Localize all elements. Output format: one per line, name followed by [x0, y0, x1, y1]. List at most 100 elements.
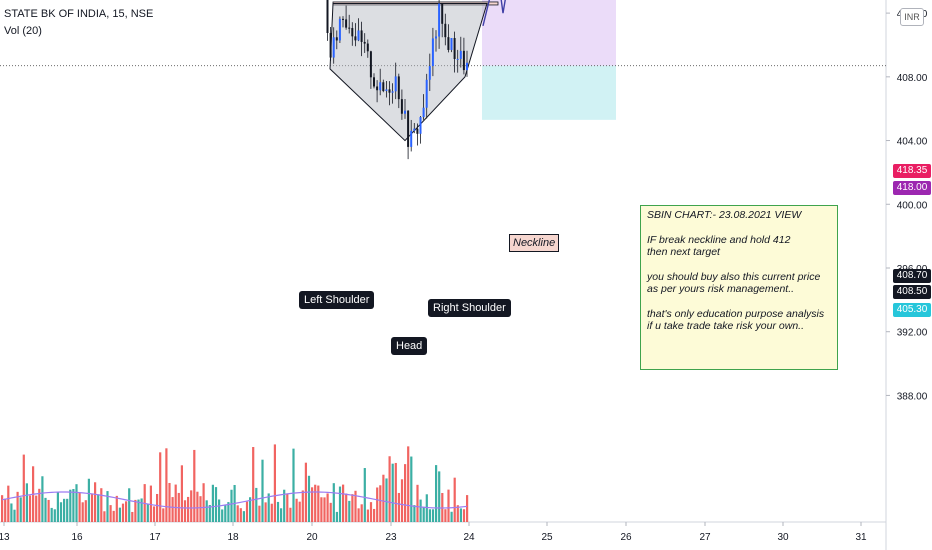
volume-bar: [13, 509, 16, 522]
candle-body: [444, 23, 447, 38]
volume-bar: [425, 494, 428, 522]
volume-bar: [50, 507, 53, 522]
volume-bar: [168, 482, 171, 522]
candle-body: [363, 41, 366, 44]
note-line: as per yours risk management..: [647, 283, 795, 295]
volume-bar: [273, 444, 276, 522]
volume-bar: [156, 493, 159, 522]
volume-bar: [459, 508, 462, 522]
price-label: 405.30: [893, 303, 931, 317]
volume-ma-line: [1, 491, 468, 509]
volume-bar: [270, 503, 273, 522]
volume-bar: [385, 478, 388, 522]
candle-body: [326, 0, 329, 33]
volume-bar: [196, 491, 199, 522]
currency-icon[interactable]: INR: [900, 8, 924, 26]
volume-bar: [456, 505, 459, 522]
volume-bar: [131, 511, 134, 522]
volume-bar: [320, 497, 323, 522]
volume-bar: [162, 508, 165, 522]
volume-bar: [171, 497, 174, 522]
candle-body: [441, 3, 444, 24]
volume-bar: [25, 483, 28, 522]
neckline-label: Neckline: [509, 234, 560, 252]
volume-bar: [391, 463, 394, 522]
x-tick-label: 20: [306, 532, 318, 543]
volume-bar: [41, 476, 44, 522]
volume-bar: [4, 498, 7, 522]
candle-body: [459, 50, 462, 59]
candle-body: [360, 30, 363, 42]
volume-bar: [134, 499, 137, 522]
note-line: IF break neckline and hold 412: [647, 233, 791, 246]
volume-bar: [66, 498, 69, 522]
volume-bar: [224, 504, 227, 522]
volume-bar: [413, 505, 416, 522]
volume-bar: [227, 502, 230, 522]
volume-bar: [72, 489, 75, 522]
volume-bar: [140, 498, 143, 522]
volume-bar: [174, 484, 177, 522]
candle-body: [373, 77, 375, 87]
volume-bar: [81, 502, 84, 522]
volume-bar: [205, 500, 208, 522]
analysis-note: SBIN CHART:- 23.08.2021 VIEW IF break ne…: [640, 205, 838, 370]
volume-bar: [345, 493, 348, 522]
candle-body: [332, 37, 335, 58]
candle-body: [329, 32, 332, 58]
volume-bar: [311, 487, 314, 522]
volume-bar: [239, 508, 242, 522]
target-zone: [482, 0, 616, 66]
price-label: 408.70: [893, 269, 931, 283]
candle-body: [410, 130, 413, 147]
volume-bar: [286, 493, 289, 522]
candle-body: [416, 128, 419, 134]
volume-bar: [447, 489, 450, 522]
candle-body: [447, 37, 450, 50]
volume-bar: [214, 487, 218, 522]
candle-body: [422, 107, 425, 118]
volume-bar: [19, 497, 22, 522]
candle-body: [462, 50, 465, 71]
volume-bar: [112, 510, 115, 522]
volume-bar: [106, 491, 109, 522]
volume-bars: [1, 444, 469, 522]
volume-bar: [128, 488, 131, 522]
volume-bar: [382, 474, 385, 522]
candle-body: [351, 28, 354, 37]
volume-bar: [56, 491, 59, 522]
volume-bar: [438, 471, 441, 522]
volume-bar: [202, 483, 205, 522]
volume-bar: [115, 495, 118, 522]
volume-bar: [332, 483, 335, 522]
volume-bar: [366, 509, 369, 522]
note-line: then next target: [647, 246, 720, 258]
volume-indicator-label[interactable]: Vol (20): [4, 25, 42, 37]
candle-body: [466, 62, 468, 71]
candle-body: [348, 27, 351, 29]
volume-bar: [84, 500, 87, 522]
volume-bar: [165, 448, 168, 522]
volume-bar: [404, 464, 407, 522]
note-line: you should buy also this current price: [647, 270, 821, 283]
x-tick-label: 26: [620, 532, 632, 543]
volume-bar: [295, 498, 298, 522]
candle-body: [394, 76, 397, 92]
volume-bar: [53, 509, 56, 522]
left-shoulder-label: Left Shoulder: [299, 291, 375, 309]
volume-bar: [379, 485, 382, 522]
symbol-title[interactable]: STATE BK OF INDIA, 15, NSE: [4, 8, 154, 20]
volume-bar: [453, 477, 456, 522]
volume-bar: [317, 485, 320, 522]
volume-bar: [258, 505, 261, 522]
x-tick-label: 31: [855, 532, 867, 543]
candle-body: [391, 91, 394, 93]
volume-bar: [44, 497, 47, 522]
volume-bar: [193, 449, 196, 522]
volume-bar: [388, 456, 391, 522]
volume-bar: [276, 501, 280, 522]
volume-bar: [354, 490, 357, 522]
volume-bar: [38, 488, 41, 522]
volume-bar: [307, 475, 311, 522]
x-tick-label: 16: [71, 532, 83, 543]
